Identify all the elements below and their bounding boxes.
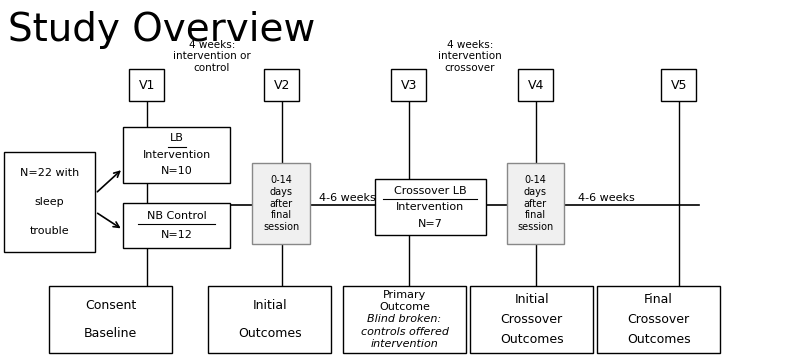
FancyBboxPatch shape [507, 163, 564, 244]
Text: Crossover: Crossover [500, 313, 563, 326]
Text: Intervention: Intervention [143, 150, 210, 160]
Text: N=22 with: N=22 with [20, 168, 79, 177]
Text: Outcomes: Outcomes [237, 327, 302, 340]
Text: N=7: N=7 [418, 219, 443, 229]
Text: 0-14
days
after
final
session: 0-14 days after final session [263, 176, 299, 232]
Text: Blind broken:: Blind broken: [368, 315, 441, 324]
FancyBboxPatch shape [518, 69, 553, 101]
Text: Outcomes: Outcomes [499, 333, 564, 346]
Text: Intervention: Intervention [396, 202, 464, 212]
Text: V5: V5 [671, 79, 687, 92]
Text: V2: V2 [274, 79, 290, 92]
FancyBboxPatch shape [123, 203, 230, 248]
Text: trouble: trouble [30, 226, 69, 236]
FancyBboxPatch shape [49, 286, 172, 353]
Text: Final: Final [644, 293, 673, 306]
FancyBboxPatch shape [129, 69, 164, 101]
Text: V1: V1 [139, 79, 155, 92]
Text: 4-6 weeks: 4-6 weeks [578, 193, 635, 203]
Text: Initial: Initial [515, 293, 549, 306]
FancyBboxPatch shape [252, 163, 310, 244]
Text: 4-6 weeks: 4-6 weeks [318, 193, 376, 203]
Text: N=12: N=12 [160, 230, 193, 240]
Text: V4: V4 [528, 79, 544, 92]
Text: Crossover: Crossover [627, 313, 690, 326]
FancyBboxPatch shape [264, 69, 299, 101]
Text: Crossover LB: Crossover LB [394, 186, 467, 196]
Text: V3: V3 [401, 79, 417, 92]
Text: controls offered: controls offered [360, 327, 449, 337]
Text: Baseline: Baseline [84, 327, 137, 340]
FancyBboxPatch shape [470, 286, 593, 353]
Text: 4 weeks:
intervention
crossover: 4 weeks: intervention crossover [438, 39, 502, 73]
Text: Outcomes: Outcomes [626, 333, 691, 346]
Text: N=10: N=10 [161, 166, 192, 176]
Text: Primary: Primary [383, 290, 426, 300]
Text: sleep: sleep [35, 197, 64, 207]
FancyBboxPatch shape [661, 69, 696, 101]
Text: Consent: Consent [85, 299, 137, 312]
Text: LB: LB [170, 133, 183, 143]
Text: 4 weeks:
intervention or
control: 4 weeks: intervention or control [173, 39, 251, 73]
Text: Study Overview: Study Overview [8, 11, 315, 49]
Text: NB Control: NB Control [147, 211, 206, 221]
FancyBboxPatch shape [343, 286, 466, 353]
Text: 0-14
days
after
final
session: 0-14 days after final session [517, 176, 553, 232]
Text: intervention: intervention [371, 339, 438, 349]
FancyBboxPatch shape [208, 286, 331, 353]
FancyBboxPatch shape [4, 152, 95, 252]
FancyBboxPatch shape [123, 127, 230, 183]
FancyBboxPatch shape [597, 286, 720, 353]
Text: Outcome: Outcome [379, 302, 430, 312]
Text: Initial: Initial [252, 299, 287, 312]
FancyBboxPatch shape [391, 69, 426, 101]
FancyBboxPatch shape [375, 179, 486, 235]
